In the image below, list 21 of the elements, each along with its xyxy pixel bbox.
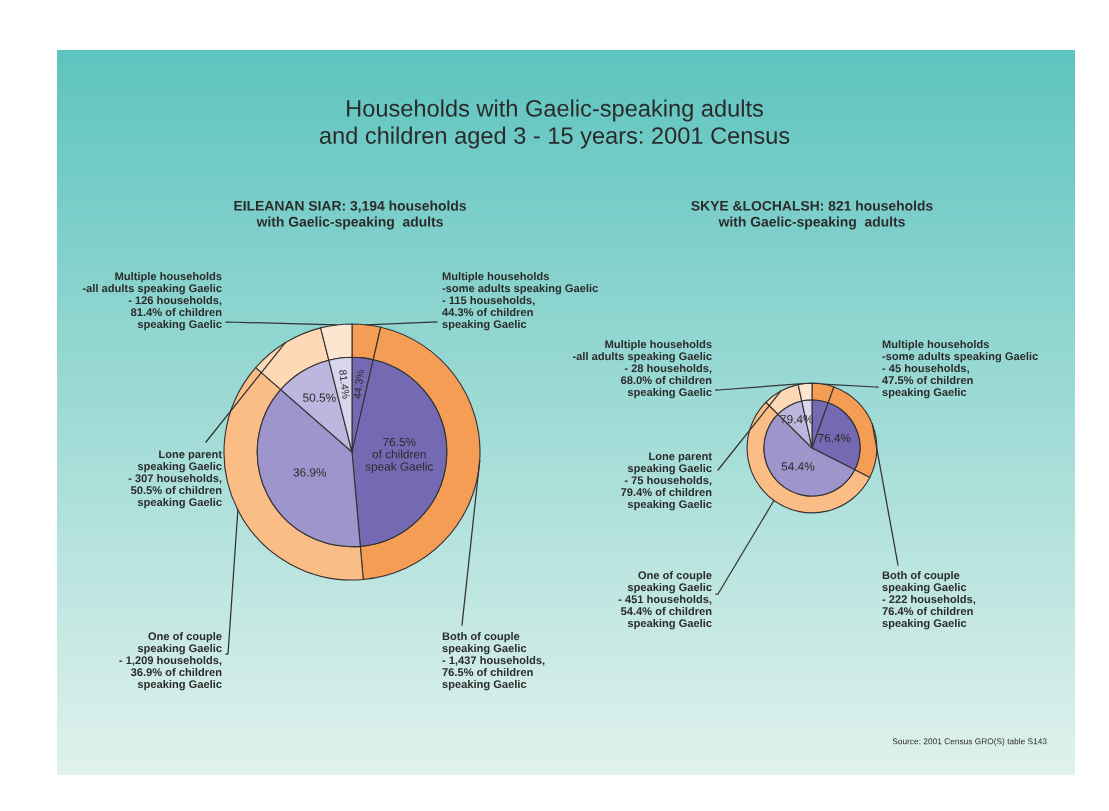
text: 81.4% [339, 369, 350, 399]
text: 50.5% [303, 393, 336, 402]
text: 76.4% [818, 433, 851, 443]
text: 44.3% [353, 369, 365, 399]
slice-label: Multiple households -all adults speaking Gaelic - 28 households, 68.0% of children speaking Gaelic [572, 340, 712, 399]
slice-label: Lone parent speaking Gaelic - 75 households, 79.4% of children speaking Gaelic [621, 452, 712, 511]
text: 54.4% [781, 462, 815, 471]
slice-label: One of couple speaking Gaelic - 451 households, 54.4% of children speaking Gaelic [618, 571, 712, 630]
slice-label: One of couple speaking Gaelic - 1,209 households, 36.9% of children speaking Gaelic [119, 632, 222, 691]
slice-label: Multiple households -some adults speaking Gaelic - 45 households, 47.5% of children speaking Gaelic [882, 340, 1038, 399]
slice-label: Both of couple speaking Gaelic - 222 households, 76.4% of children speaking Gaelic [882, 571, 976, 630]
slice-label: Multiple households -some adults speaking Gaelic - 115 households, 44.3% of children speaking Gaelic [442, 272, 598, 331]
chart-subtitle: EILEANAN SIAR: 3,194 households with Gaelic-speaking adults [234, 200, 466, 230]
slice-label: Lone parent speaking Gaelic - 307 households, 50.5% of children speaking Gaelic [128, 450, 222, 509]
text: 36.9% [293, 468, 327, 477]
slice-label: Multiple households -all adults speaking Gaelic - 126 households, 81.4% of children speaking Gaelic [82, 272, 222, 331]
source-note: Source: 2001 Census GRO(S) table S143 [892, 738, 1047, 746]
chart-title: Households with Gaelic-speaking adults and children aged 3 - 15 years: 2001 Census [319, 99, 790, 149]
chart-subtitle: SKYE &LOCHALSH: 821 households with Gaelic-speaking adults [691, 200, 933, 230]
text: 76.5% of children speak Gaelic [365, 437, 434, 474]
slice-label: Both of couple speaking Gaelic - 1,437 households, 76.5% of children speaking Gaelic [442, 632, 545, 691]
